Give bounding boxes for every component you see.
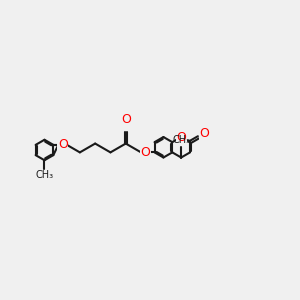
Text: CH₃: CH₃: [35, 170, 54, 181]
Text: O: O: [58, 138, 68, 152]
Text: O: O: [176, 130, 186, 143]
Text: O: O: [140, 146, 150, 159]
Text: O: O: [199, 128, 209, 140]
Text: CH₃: CH₃: [172, 135, 190, 145]
Text: O: O: [121, 113, 131, 126]
